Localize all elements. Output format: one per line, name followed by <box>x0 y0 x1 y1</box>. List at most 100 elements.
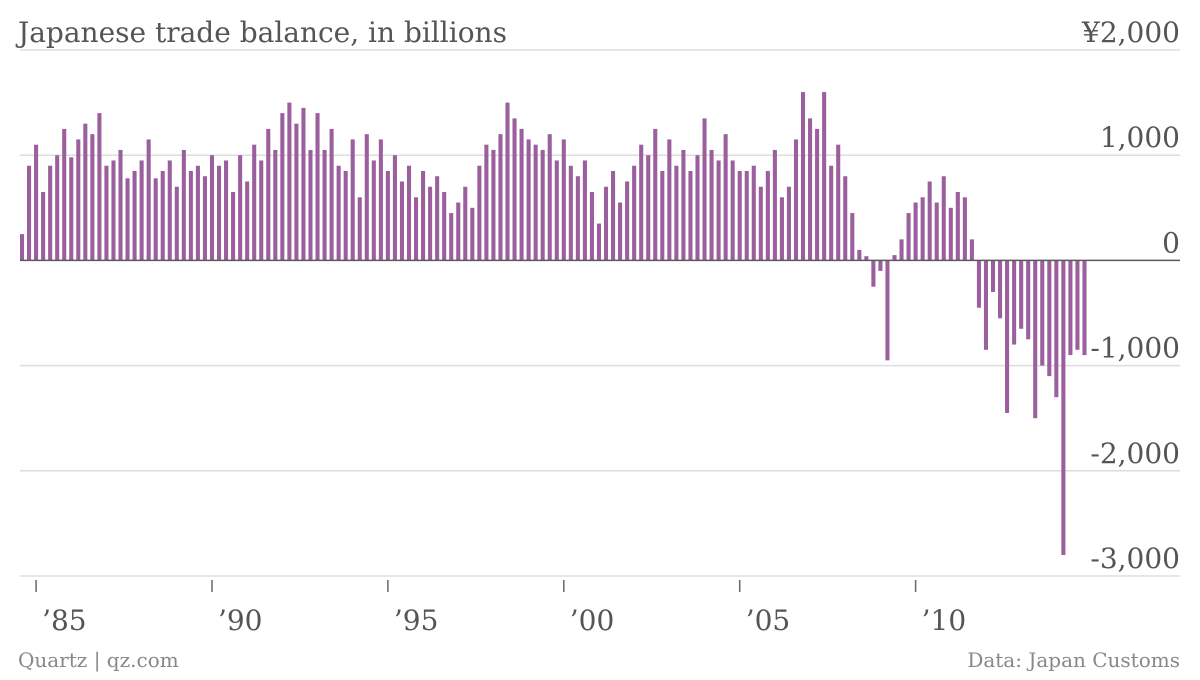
bar <box>463 186 468 261</box>
bar <box>90 134 95 261</box>
bar <box>406 165 412 261</box>
bar <box>62 128 67 261</box>
bar <box>195 165 200 261</box>
x-tick-label: ’10 <box>922 604 967 637</box>
bar <box>1054 260 1059 398</box>
bar <box>639 144 644 261</box>
bar <box>259 160 264 261</box>
x-tick-label: ’05 <box>746 604 791 637</box>
bar <box>491 149 496 261</box>
bar <box>477 165 482 261</box>
chart-title: Japanese trade balance, in billions <box>15 16 507 49</box>
bar <box>41 192 46 261</box>
bar <box>519 128 524 261</box>
bar <box>118 149 123 261</box>
bar <box>160 170 165 261</box>
bar <box>1019 260 1024 329</box>
bar <box>273 149 278 261</box>
bar <box>885 260 890 361</box>
bar <box>231 192 236 261</box>
bar <box>34 144 39 261</box>
bar <box>990 260 996 292</box>
bar <box>667 139 672 261</box>
bar <box>941 176 946 261</box>
bar <box>343 170 348 261</box>
bar <box>801 92 806 261</box>
bar <box>582 160 587 261</box>
bar <box>364 134 369 261</box>
bar <box>399 181 404 261</box>
bar <box>892 255 897 261</box>
bar <box>498 134 503 261</box>
bar <box>111 160 116 261</box>
bar <box>371 160 376 261</box>
bar <box>470 207 475 261</box>
bar <box>540 149 545 261</box>
bar <box>132 170 137 261</box>
bar <box>709 149 714 261</box>
bar <box>786 186 791 261</box>
bar <box>1040 260 1045 366</box>
bar <box>646 155 651 261</box>
bar <box>632 165 637 261</box>
bar <box>779 197 784 261</box>
bar <box>969 239 974 261</box>
bar <box>737 170 742 261</box>
bar <box>603 186 609 261</box>
bar <box>146 139 151 261</box>
bar <box>456 202 461 261</box>
bar <box>730 160 735 261</box>
bar <box>983 260 989 350</box>
bar <box>927 181 932 261</box>
bar <box>167 160 172 261</box>
bar <box>153 178 158 261</box>
bar <box>857 249 862 261</box>
bar <box>913 202 918 261</box>
bar <box>287 102 292 261</box>
bar <box>1033 260 1038 419</box>
bar <box>484 144 489 261</box>
bar <box>392 155 397 261</box>
bar <box>955 192 960 261</box>
y-tick-label: -3,000 <box>1090 542 1180 575</box>
bar <box>998 260 1003 319</box>
bar <box>772 149 777 261</box>
bar <box>385 170 390 261</box>
bar <box>920 197 925 261</box>
bar <box>1005 260 1010 413</box>
bar <box>575 176 580 261</box>
bar <box>688 170 693 261</box>
bar <box>526 139 531 261</box>
bar <box>850 213 855 261</box>
bar <box>934 202 939 261</box>
bar <box>125 178 130 261</box>
bar <box>350 139 355 261</box>
bar <box>69 157 74 261</box>
bar <box>681 149 686 261</box>
bar <box>561 139 566 261</box>
x-tick-label: ’95 <box>394 604 439 637</box>
bar <box>625 181 630 261</box>
bar <box>1026 260 1031 340</box>
bar <box>716 160 721 261</box>
bar <box>308 149 313 261</box>
bar <box>224 160 229 261</box>
y-tick-label: ¥2,000 <box>1081 16 1180 49</box>
bar <box>280 113 285 261</box>
bar <box>238 155 243 261</box>
bar <box>611 170 616 261</box>
bar <box>878 260 883 271</box>
bar <box>589 192 594 261</box>
bar <box>83 123 88 261</box>
bar <box>815 128 820 261</box>
y-tick-label: 1,000 <box>1100 121 1180 154</box>
x-axis <box>35 580 917 592</box>
bar <box>948 207 953 261</box>
bar <box>19 234 25 261</box>
bar <box>906 213 911 261</box>
bar <box>209 155 215 261</box>
bar <box>216 165 222 261</box>
bar <box>808 118 813 261</box>
bar <box>765 170 770 261</box>
